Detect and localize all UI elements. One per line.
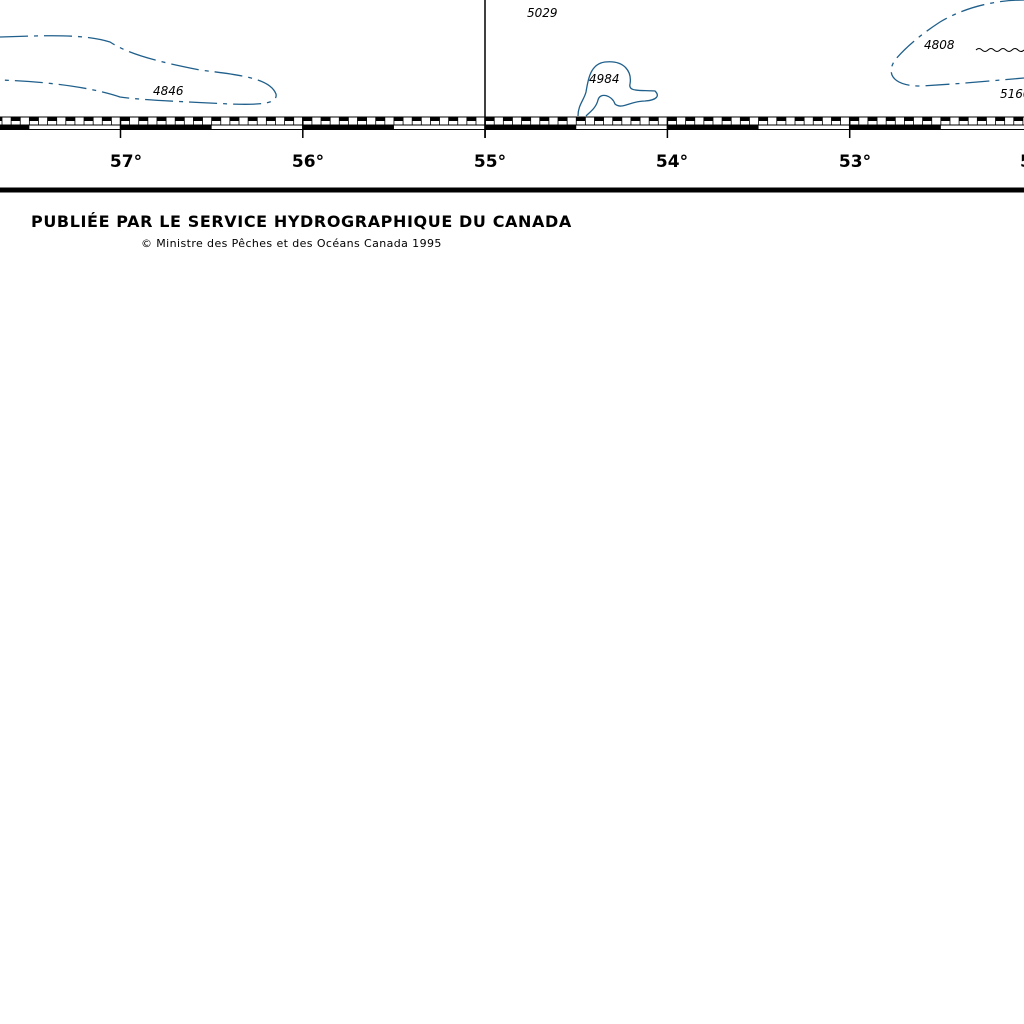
- longitude-label: 5: [1020, 152, 1024, 172]
- border-division: [485, 117, 495, 121]
- border-division: [758, 117, 768, 121]
- longitude-label: 55°: [474, 152, 506, 172]
- border-division: [339, 117, 349, 121]
- border-division: [156, 117, 167, 121]
- border-division: [29, 117, 39, 121]
- border-division: [503, 117, 513, 121]
- border-division: [776, 117, 786, 121]
- border-division: [849, 117, 859, 121]
- border-division: [211, 117, 221, 121]
- border-division: [995, 117, 1005, 121]
- border-division: [703, 117, 713, 121]
- longitude-label: 53°: [839, 152, 871, 172]
- border-division: [11, 117, 21, 121]
- depth-contour: [0, 35, 277, 105]
- border-division: [922, 117, 932, 121]
- border-division: [977, 117, 987, 121]
- border-division: [120, 117, 130, 121]
- border-division: [138, 117, 148, 121]
- border-division: [867, 117, 878, 121]
- border-division: [576, 117, 586, 121]
- depth-contour: [890, 0, 1024, 87]
- sounding: 4808: [924, 38, 955, 52]
- sounding: 4984: [589, 72, 620, 86]
- border-division: [412, 117, 422, 121]
- border-division: [47, 117, 57, 121]
- border-division: [229, 117, 239, 121]
- border-division: [248, 117, 258, 121]
- border-division: [649, 117, 659, 121]
- graduated-border: [0, 116, 1024, 138]
- border-division: [558, 117, 568, 121]
- border-division: [667, 117, 677, 121]
- border-division: [0, 117, 3, 121]
- border-division: [65, 117, 75, 121]
- border-division: [594, 117, 604, 121]
- border-division: [630, 117, 641, 121]
- border-division: [375, 117, 385, 121]
- border-bar: [667, 125, 759, 130]
- border-division: [84, 117, 94, 121]
- border-division: [722, 117, 732, 121]
- border-division: [521, 117, 531, 121]
- sounding: 5029: [527, 6, 558, 20]
- longitude-label: 57°: [110, 152, 142, 172]
- sounding: 4846: [153, 84, 184, 98]
- border-bar: [849, 125, 941, 130]
- copyright: © Ministre des Pêches et des Océans Cana…: [141, 237, 442, 250]
- border-division: [357, 117, 367, 121]
- border-bar: [0, 125, 30, 130]
- border-division: [685, 117, 695, 121]
- border-division: [740, 117, 750, 121]
- depth-contour: [577, 61, 658, 117]
- border-division: [302, 117, 312, 121]
- border-bar: [120, 125, 212, 130]
- border-division: [393, 117, 404, 121]
- border-division: [831, 117, 841, 121]
- border-division: [448, 117, 458, 121]
- sounding: 5160: [1000, 87, 1024, 101]
- border-division: [193, 117, 203, 121]
- border-division: [1013, 117, 1023, 121]
- border-division: [959, 117, 969, 121]
- longitude-label: 56°: [292, 152, 324, 172]
- border-division: [612, 117, 622, 121]
- border-bar: [485, 125, 577, 130]
- border-division: [266, 117, 276, 121]
- longitude-label: 54°: [656, 152, 688, 172]
- border-division: [466, 117, 476, 121]
- border-division: [102, 117, 112, 121]
- border-division: [886, 117, 896, 121]
- border-division: [175, 117, 185, 121]
- wave-symbol: [975, 48, 1024, 52]
- border-division: [940, 117, 950, 121]
- border-division: [321, 117, 331, 121]
- border-bar: [302, 125, 394, 130]
- publisher: PUBLIÉE PAR LE SERVICE HYDROGRAPHIQUE DU…: [31, 212, 572, 231]
- border-division: [430, 117, 440, 121]
- border-division: [813, 117, 823, 121]
- border-division: [539, 117, 549, 121]
- border-division: [284, 117, 294, 121]
- border-division: [904, 117, 914, 121]
- border-division: [795, 117, 805, 121]
